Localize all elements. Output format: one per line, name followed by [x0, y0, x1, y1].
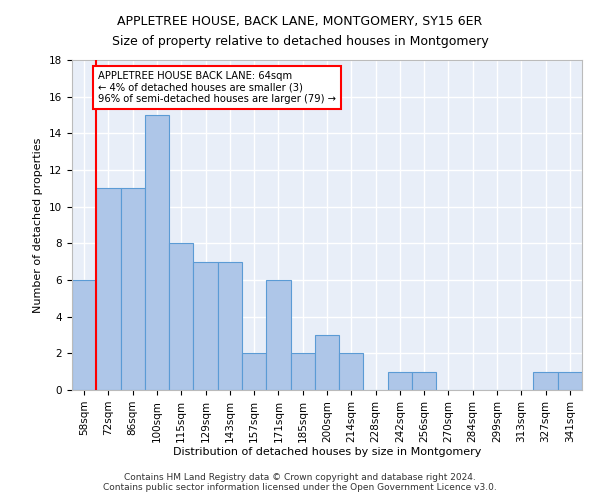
- Bar: [96, 188, 121, 390]
- Bar: [121, 188, 145, 390]
- Bar: [558, 372, 582, 390]
- Text: APPLETREE HOUSE BACK LANE: 64sqm
← 4% of detached houses are smaller (3)
96% of : APPLETREE HOUSE BACK LANE: 64sqm ← 4% of…: [97, 71, 335, 104]
- Text: Size of property relative to detached houses in Montgomery: Size of property relative to detached ho…: [112, 35, 488, 48]
- Bar: [193, 262, 218, 390]
- Bar: [169, 244, 193, 390]
- Bar: [242, 354, 266, 390]
- Bar: [533, 372, 558, 390]
- Text: Contains HM Land Registry data © Crown copyright and database right 2024.
Contai: Contains HM Land Registry data © Crown c…: [103, 473, 497, 492]
- Bar: [266, 280, 290, 390]
- Bar: [218, 262, 242, 390]
- Bar: [315, 335, 339, 390]
- Bar: [388, 372, 412, 390]
- Bar: [290, 354, 315, 390]
- Bar: [339, 354, 364, 390]
- Bar: [72, 280, 96, 390]
- Bar: [412, 372, 436, 390]
- X-axis label: Distribution of detached houses by size in Montgomery: Distribution of detached houses by size …: [173, 448, 481, 458]
- Bar: [145, 115, 169, 390]
- Y-axis label: Number of detached properties: Number of detached properties: [34, 138, 43, 312]
- Text: APPLETREE HOUSE, BACK LANE, MONTGOMERY, SY15 6ER: APPLETREE HOUSE, BACK LANE, MONTGOMERY, …: [118, 15, 482, 28]
